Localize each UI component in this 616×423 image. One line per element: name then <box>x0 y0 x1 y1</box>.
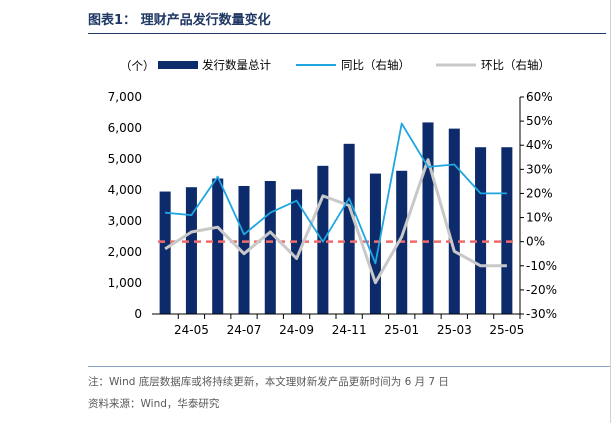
left-tick-label: 6,000 <box>108 121 142 135</box>
left-tick-label: 7,000 <box>108 90 142 104</box>
bar-24-10 <box>317 165 329 314</box>
bar-25-04 <box>475 147 487 314</box>
x-tick-label: 25-05 <box>489 323 524 337</box>
chart-area: （个） 发行数量总计 同比（右轴） 环比（右轴） 0 1,000 2,000 3,000 4,0… <box>88 44 610 340</box>
right-tick-label: 50% <box>526 114 553 128</box>
adjacent-page-edge <box>610 0 616 423</box>
footer-divider <box>88 366 610 367</box>
bar-24-07 <box>238 185 250 314</box>
right-tick-label: 20% <box>526 186 553 200</box>
right-tick-label: 60% <box>526 90 553 104</box>
yoy-line <box>165 122 507 265</box>
chart-svg: （个） 发行数量总计 同比（右轴） 环比（右轴） 0 1,000 2,000 3,000 4,0… <box>108 58 557 337</box>
figure-note: 注：Wind 底层数据库或将持续更新，本文理财新发产品更新时间为 6 月 7 日 <box>88 376 449 388</box>
mom-line <box>164 158 507 285</box>
right-tick-label: 30% <box>526 162 553 176</box>
right-tick-label: -30% <box>526 307 557 321</box>
x-tick-label: 25-01 <box>384 323 419 337</box>
right-tick-label: -20% <box>526 283 557 297</box>
x-tick-label: 24-07 <box>227 323 262 337</box>
figure-header: 图表1： 理财产品发行数量变化 <box>88 7 606 34</box>
unit-label: （个） <box>120 59 155 73</box>
right-tick-label: -10% <box>526 259 557 273</box>
legend-label-0: 发行数量总计 <box>202 58 271 72</box>
bar-25-03 <box>448 128 460 314</box>
left-tick-label: 2,000 <box>108 245 142 259</box>
figure-title: 图表1： 理财产品发行数量变化 <box>88 13 271 28</box>
right-tick-label: 0% <box>526 235 545 249</box>
bar-24-05 <box>185 187 197 314</box>
left-tick-label: 1,000 <box>108 276 142 290</box>
x-tick-label: 25-03 <box>437 323 472 337</box>
left-tick-label: 5,000 <box>108 152 142 166</box>
left-tick-label: 4,000 <box>108 183 142 197</box>
bar-24-11 <box>343 143 355 314</box>
left-tick-label: 3,000 <box>108 214 142 228</box>
bar-24-04 <box>159 191 171 314</box>
bar-24-12 <box>369 173 381 314</box>
bar-25-05 <box>501 147 513 314</box>
bar-24-08 <box>264 181 276 314</box>
right-tick-label: 10% <box>526 211 553 225</box>
bar-25-02 <box>422 122 434 314</box>
legend-label-1: 同比（右轴） <box>341 58 410 72</box>
bar-24-06 <box>212 178 224 314</box>
legend-bar-swatch <box>158 61 198 69</box>
left-tick-label: 0 <box>134 307 142 321</box>
x-tick-label: 24-11 <box>332 323 367 337</box>
legend-label-2: 环比（右轴） <box>481 58 550 72</box>
figure-source: 资料来源：Wind，华泰研究 <box>88 398 220 410</box>
right-tick-label: 40% <box>526 138 553 152</box>
x-tick-label: 24-09 <box>279 323 314 337</box>
x-tick-label: 24-05 <box>174 323 209 337</box>
bar-24-09 <box>291 189 303 314</box>
